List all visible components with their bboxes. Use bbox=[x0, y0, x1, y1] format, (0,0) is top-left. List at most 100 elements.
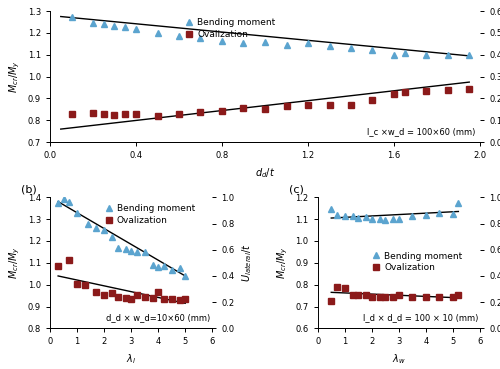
Bending moment bbox=[262, 39, 268, 44]
Ovalization bbox=[101, 292, 107, 297]
Bending moment bbox=[219, 38, 225, 43]
Bending moment bbox=[396, 217, 402, 221]
Line: Ovalization: Ovalization bbox=[56, 257, 188, 303]
Bending moment bbox=[402, 51, 407, 55]
Bending moment bbox=[382, 218, 388, 223]
Y-axis label: $M_{cr}/M_y$: $M_{cr}/M_y$ bbox=[8, 60, 22, 93]
Ovalization bbox=[423, 89, 429, 93]
Bending moment bbox=[134, 250, 140, 254]
Ovalization bbox=[142, 294, 148, 299]
Bending moment bbox=[150, 263, 156, 267]
Ovalization bbox=[134, 292, 140, 297]
Ovalization bbox=[369, 294, 375, 299]
Ovalization bbox=[122, 296, 128, 300]
Line: Bending moment: Bending moment bbox=[328, 200, 461, 223]
Bending moment bbox=[436, 210, 442, 215]
Ovalization bbox=[284, 104, 290, 108]
Bending moment bbox=[177, 266, 183, 270]
Bending moment bbox=[377, 217, 383, 221]
Ovalization bbox=[176, 111, 182, 116]
Bending moment bbox=[444, 52, 450, 57]
Bending moment bbox=[160, 264, 166, 268]
Y-axis label: $U_{lateral}/t$: $U_{lateral}/t$ bbox=[240, 244, 254, 282]
Bending moment bbox=[423, 213, 429, 217]
Bending moment bbox=[74, 210, 80, 215]
Ovalization bbox=[240, 106, 246, 111]
Bending moment bbox=[55, 200, 61, 205]
Bending moment bbox=[182, 274, 188, 278]
Ovalization bbox=[390, 294, 396, 299]
Ovalization bbox=[466, 87, 472, 92]
Bending moment bbox=[176, 34, 182, 38]
Bending moment bbox=[68, 14, 74, 19]
Bending moment bbox=[342, 214, 348, 218]
Bending moment bbox=[284, 43, 290, 47]
Line: Ovalization: Ovalization bbox=[328, 284, 461, 304]
Bending moment bbox=[155, 265, 161, 269]
Ovalization bbox=[160, 297, 166, 301]
Ovalization bbox=[334, 284, 340, 289]
Ovalization bbox=[82, 283, 88, 287]
Ovalization bbox=[396, 292, 402, 297]
Text: (b): (b) bbox=[21, 184, 36, 195]
Bending moment bbox=[198, 36, 203, 41]
Legend: Bending moment, Ovalization: Bending moment, Ovalization bbox=[103, 204, 195, 225]
Ovalization bbox=[177, 298, 183, 302]
Bending moment bbox=[122, 246, 128, 251]
Ovalization bbox=[90, 111, 96, 115]
Ovalization bbox=[154, 113, 160, 118]
Bending moment bbox=[370, 48, 376, 53]
Ovalization bbox=[436, 294, 442, 299]
X-axis label: $\lambda_l$: $\lambda_l$ bbox=[126, 352, 136, 366]
Ovalization bbox=[370, 97, 376, 102]
Bending moment bbox=[410, 214, 416, 218]
Ovalization bbox=[55, 264, 61, 268]
Bending moment bbox=[356, 216, 362, 220]
Ovalization bbox=[348, 103, 354, 107]
Ovalization bbox=[377, 294, 383, 299]
Bending moment bbox=[423, 52, 429, 57]
Bending moment bbox=[90, 21, 96, 25]
Ovalization bbox=[150, 296, 156, 300]
Bending moment bbox=[93, 226, 99, 230]
Y-axis label: $M_{cr}/M_y$: $M_{cr}/M_y$ bbox=[8, 246, 22, 279]
Line: Ovalization: Ovalization bbox=[68, 87, 472, 118]
Ovalization bbox=[109, 291, 115, 296]
Ovalization bbox=[114, 294, 120, 299]
Bending moment bbox=[391, 52, 397, 57]
Ovalization bbox=[112, 113, 117, 117]
Bending moment bbox=[154, 31, 160, 35]
Line: Bending moment: Bending moment bbox=[68, 14, 472, 58]
Bending moment bbox=[133, 26, 139, 31]
Ovalization bbox=[219, 108, 225, 113]
Bending moment bbox=[114, 245, 120, 250]
Bending moment bbox=[168, 268, 174, 273]
Bending moment bbox=[101, 228, 107, 232]
Ovalization bbox=[391, 92, 397, 96]
Y-axis label: $M_{cr}/M_y$: $M_{cr}/M_y$ bbox=[276, 246, 290, 279]
Ovalization bbox=[305, 103, 311, 107]
Legend: Bending moment, Ovalization: Bending moment, Ovalization bbox=[184, 18, 276, 39]
Ovalization bbox=[423, 294, 429, 299]
Ovalization bbox=[342, 286, 348, 290]
X-axis label: $\lambda_w$: $\lambda_w$ bbox=[392, 352, 406, 366]
Ovalization bbox=[182, 297, 188, 301]
Ovalization bbox=[155, 290, 161, 294]
Legend: Bending moment, Ovalization: Bending moment, Ovalization bbox=[371, 252, 462, 272]
Ovalization bbox=[93, 290, 99, 294]
Ovalization bbox=[444, 88, 450, 92]
Ovalization bbox=[356, 292, 362, 297]
Text: (c): (c) bbox=[288, 184, 304, 195]
Ovalization bbox=[101, 112, 107, 117]
Ovalization bbox=[326, 103, 332, 107]
Bending moment bbox=[369, 217, 375, 221]
Ovalization bbox=[382, 294, 388, 299]
Bending moment bbox=[85, 221, 91, 226]
Bending moment bbox=[305, 41, 311, 45]
Bending moment bbox=[390, 217, 396, 221]
X-axis label: $d_d/t$: $d_d/t$ bbox=[255, 166, 275, 180]
Ovalization bbox=[456, 292, 462, 297]
Bending moment bbox=[240, 41, 246, 45]
Ovalization bbox=[74, 282, 80, 286]
Bending moment bbox=[450, 211, 456, 216]
